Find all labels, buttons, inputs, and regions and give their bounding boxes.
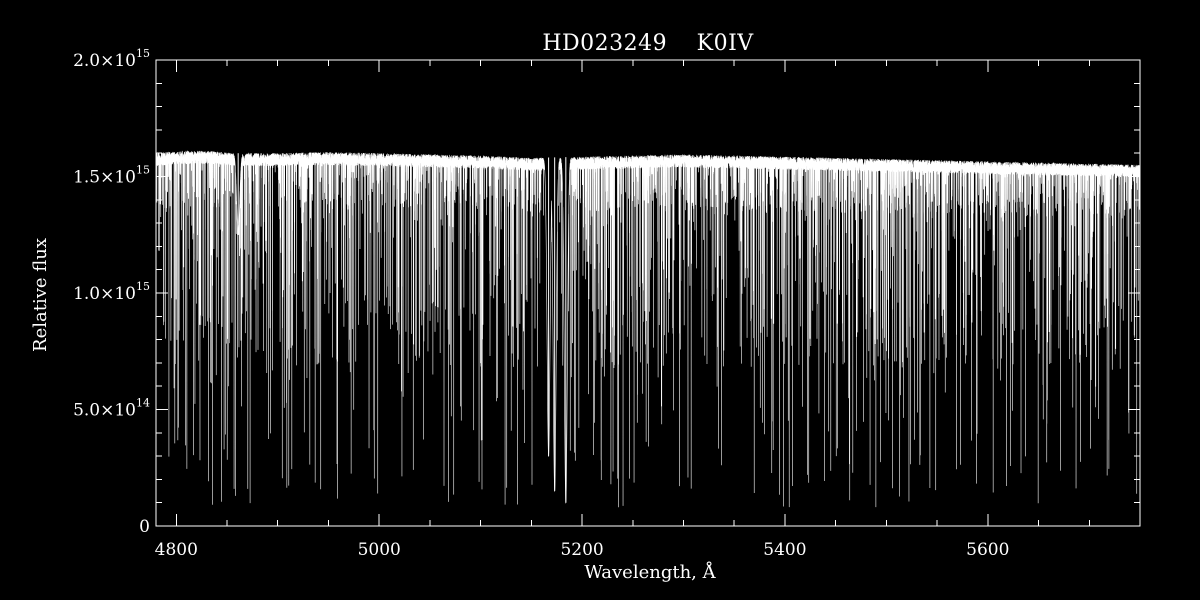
title-star-name: HD023249 (542, 31, 667, 56)
y-tick-label: 1.0×1015 (73, 280, 150, 304)
x-tick-label: 5400 (763, 540, 806, 560)
y-tick-label: 2.0×1015 (73, 47, 150, 71)
x-tick-label: 5000 (358, 540, 401, 560)
y-axis-label: Relative flux (30, 238, 51, 352)
y-tick-labels: 0 5.0×1014 1.0×1015 1.5×1015 2.0×1015 (73, 47, 150, 537)
plot-frame (155, 59, 1141, 527)
chart-title: HD023249 K0IV (542, 31, 754, 56)
x-tick-labels: 4800 5000 5200 5400 5600 (155, 540, 1010, 560)
y-tick-label: 5.0×1014 (73, 397, 150, 421)
x-tick-label: 4800 (155, 540, 198, 560)
x-tick-label: 5600 (966, 540, 1009, 560)
title-spectral-type: K0IV (697, 31, 755, 56)
spectrum-series (155, 150, 1141, 508)
x-tick-label: 5200 (560, 540, 603, 560)
x-axis-label: Wavelength, Å (584, 561, 716, 583)
y-tick-label: 0 (139, 517, 150, 537)
plot-area (155, 150, 1141, 508)
y-tick-label: 1.5×1015 (73, 164, 150, 188)
spectrum-line (155, 150, 1141, 508)
axis-ticks (156, 59, 1141, 527)
